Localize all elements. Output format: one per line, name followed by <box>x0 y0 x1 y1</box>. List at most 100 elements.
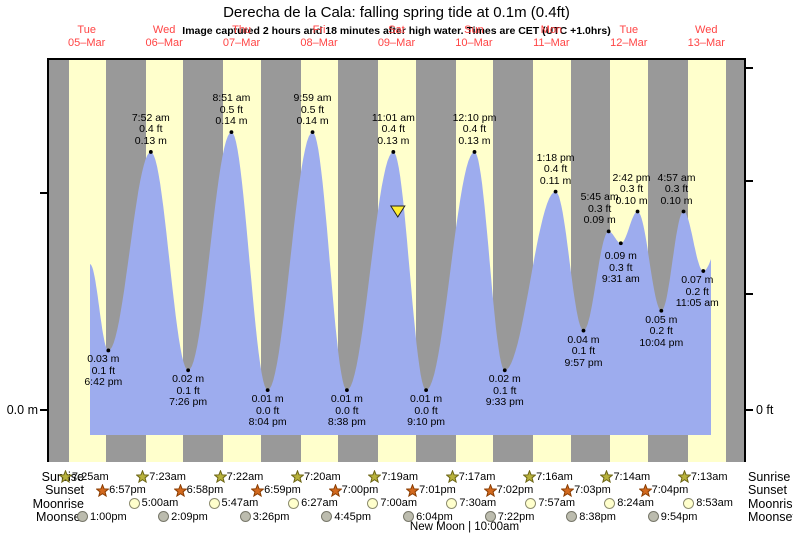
axis-tick <box>40 192 48 194</box>
sunset-star <box>638 483 652 497</box>
moonset-time: 7:22pm <box>484 510 535 523</box>
sunrise-star <box>290 470 304 483</box>
astro-time-text: 8:24am <box>617 497 654 509</box>
day-label: Sat 09–Mar <box>377 24 416 49</box>
moonset-circle <box>403 511 415 522</box>
astro-time-text: 7:30am <box>459 497 497 509</box>
day-label: Tue 12–Mar <box>610 24 648 49</box>
tide-extreme-dot <box>391 150 396 154</box>
sunrise-time: 7:20am <box>290 470 341 483</box>
moonset-time: 4:45pm <box>321 511 371 523</box>
astro-time-text: 5:00am <box>141 497 179 509</box>
astro-time-text: 7:04pm <box>651 484 689 496</box>
sunset-time: 6:57pm <box>96 483 146 497</box>
tide-low-label: 0.09 m 0.3 ft 9:31 am <box>601 250 640 286</box>
day-label: Wed 06–Mar <box>145 24 183 49</box>
tide-high-label: 1:18 pm 0.4 ft 0.11 m <box>536 151 575 187</box>
page-title: Derecha de la Cala: falling spring tide … <box>223 4 570 21</box>
tide-extreme-dot <box>618 241 623 246</box>
moonrise-circle <box>367 497 379 509</box>
sunrise-star <box>677 470 691 483</box>
astro-time-text: 7:00am <box>380 497 418 509</box>
sunset-star <box>173 483 187 497</box>
astro-time-text: 6:59pm <box>264 484 301 496</box>
moonset-circle <box>321 511 333 522</box>
moonset-time: 8:38pm <box>566 511 616 523</box>
day-label: Mon 11–Mar <box>533 24 570 49</box>
tide-low-label: 0.01 m 0.0 ft 9:10 pm <box>407 393 446 429</box>
tide-plot-area: 0.03 m 0.1 ft 6:42 pm 7:52 am 0.4 ft 0.13 m 0.… <box>48 59 745 462</box>
tide-high-label: 11:01 am 0.4 ft 0.13 m <box>371 111 415 147</box>
sunrise-star <box>600 470 614 483</box>
astro-time-text: 7:17am <box>458 470 496 483</box>
tide-extreme-dot <box>229 130 234 134</box>
astro-row-label-right: Sunset <box>748 483 787 497</box>
left-axis-label: 0.0 m <box>6 403 38 417</box>
moonset-time: 2:09pm <box>158 511 208 523</box>
moonrise-time: 7:00am <box>367 497 417 509</box>
sunrise-time: 7:22am <box>213 470 263 483</box>
new-moon-label: New Moon | 10:00am <box>409 521 520 533</box>
day-label: Fri 08–Mar <box>300 24 338 49</box>
tide-extreme-dot <box>606 229 611 234</box>
left-axis-line <box>46 58 49 462</box>
astro-time-text: 6:57pm <box>109 484 146 496</box>
axis-tick <box>745 67 753 69</box>
sunset-star <box>561 483 575 497</box>
astro-time-text: 1:00pm <box>89 510 127 523</box>
tide-high-label: 5:45 am 0.3 ft 0.09 m <box>580 191 619 227</box>
axis-tick <box>745 180 753 182</box>
capture-time-marker-icon <box>389 205 406 218</box>
tide-extreme-dot <box>659 308 664 313</box>
sunrise-time: 7:17am <box>445 470 496 483</box>
sunset-time: 7:03pm <box>561 483 611 497</box>
sunset-time: 7:00pm <box>328 483 379 497</box>
astro-time-text: 6:27am <box>301 497 338 509</box>
tide-low-label: 0.02 m 0.1 ft 7:26 pm <box>169 373 208 409</box>
moonset-circle <box>647 511 659 522</box>
tide-extreme-dot <box>106 348 111 353</box>
sunrise-time: 7:23am <box>136 470 186 483</box>
sunrise-time: 7:16am <box>523 470 573 483</box>
tide-low-label: 0.02 m 0.1 ft 9:33 pm <box>485 373 524 409</box>
tide-high-label: 9:59 am 0.5 ft 0.14 m <box>293 92 332 128</box>
astro-time-text: 7:14am <box>613 470 651 483</box>
tide-high-label: 12:10 pm 0.4 ft 0.13 m <box>452 111 497 147</box>
tide-low-label: 0.04 m 0.1 ft 9:57 pm <box>564 333 603 369</box>
astro-row-label-left: Moonrise <box>32 496 84 511</box>
axis-tick <box>40 409 48 411</box>
tide-high-label: 8:51 am 0.5 ft 0.14 m <box>212 92 251 128</box>
day-label: Thu 07–Mar <box>222 24 261 49</box>
axis-tick <box>745 293 753 295</box>
astro-time-text: 7:57am <box>538 497 576 509</box>
tide-curve-svg <box>90 130 711 435</box>
tide-extreme-dot <box>553 189 558 194</box>
top-axis-line <box>46 58 746 60</box>
right-axis-label: 0 ft <box>756 403 774 417</box>
tide-extreme-dot <box>424 388 428 393</box>
tide-extreme-dot <box>265 388 270 393</box>
astro-time-text: 7:22pm <box>497 510 535 523</box>
tide-high-label: 4:57 am 0.3 ft 0.10 m <box>657 171 696 207</box>
tide-extreme-dot <box>635 209 640 214</box>
astro-time-text: 9:54pm <box>660 510 698 523</box>
tide-extreme-dot <box>310 130 315 134</box>
sunset-time: 6:58pm <box>173 483 223 497</box>
sunrise-time: 7:25am <box>58 470 109 483</box>
moonrise-time: 5:47am <box>208 497 258 509</box>
tide-extreme-dot <box>681 209 686 214</box>
sunset-star <box>96 483 110 497</box>
right-axis-line <box>744 58 746 462</box>
sunset-time: 7:01pm <box>406 483 456 497</box>
astro-time-text: 7:03pm <box>574 484 611 496</box>
moonset-circle <box>484 511 496 522</box>
tide-extreme-dot <box>472 150 477 154</box>
moonset-time: 6:04pm <box>403 511 453 523</box>
astro-time-text: 3:26pm <box>252 510 290 523</box>
sunset-star <box>483 483 497 497</box>
astro-row-label-left: Moonset <box>36 510 84 524</box>
moonrise-circle <box>525 497 537 509</box>
astro-time-text: 7:00pm <box>341 484 379 496</box>
astro-time-text: 6:04pm <box>416 510 453 523</box>
